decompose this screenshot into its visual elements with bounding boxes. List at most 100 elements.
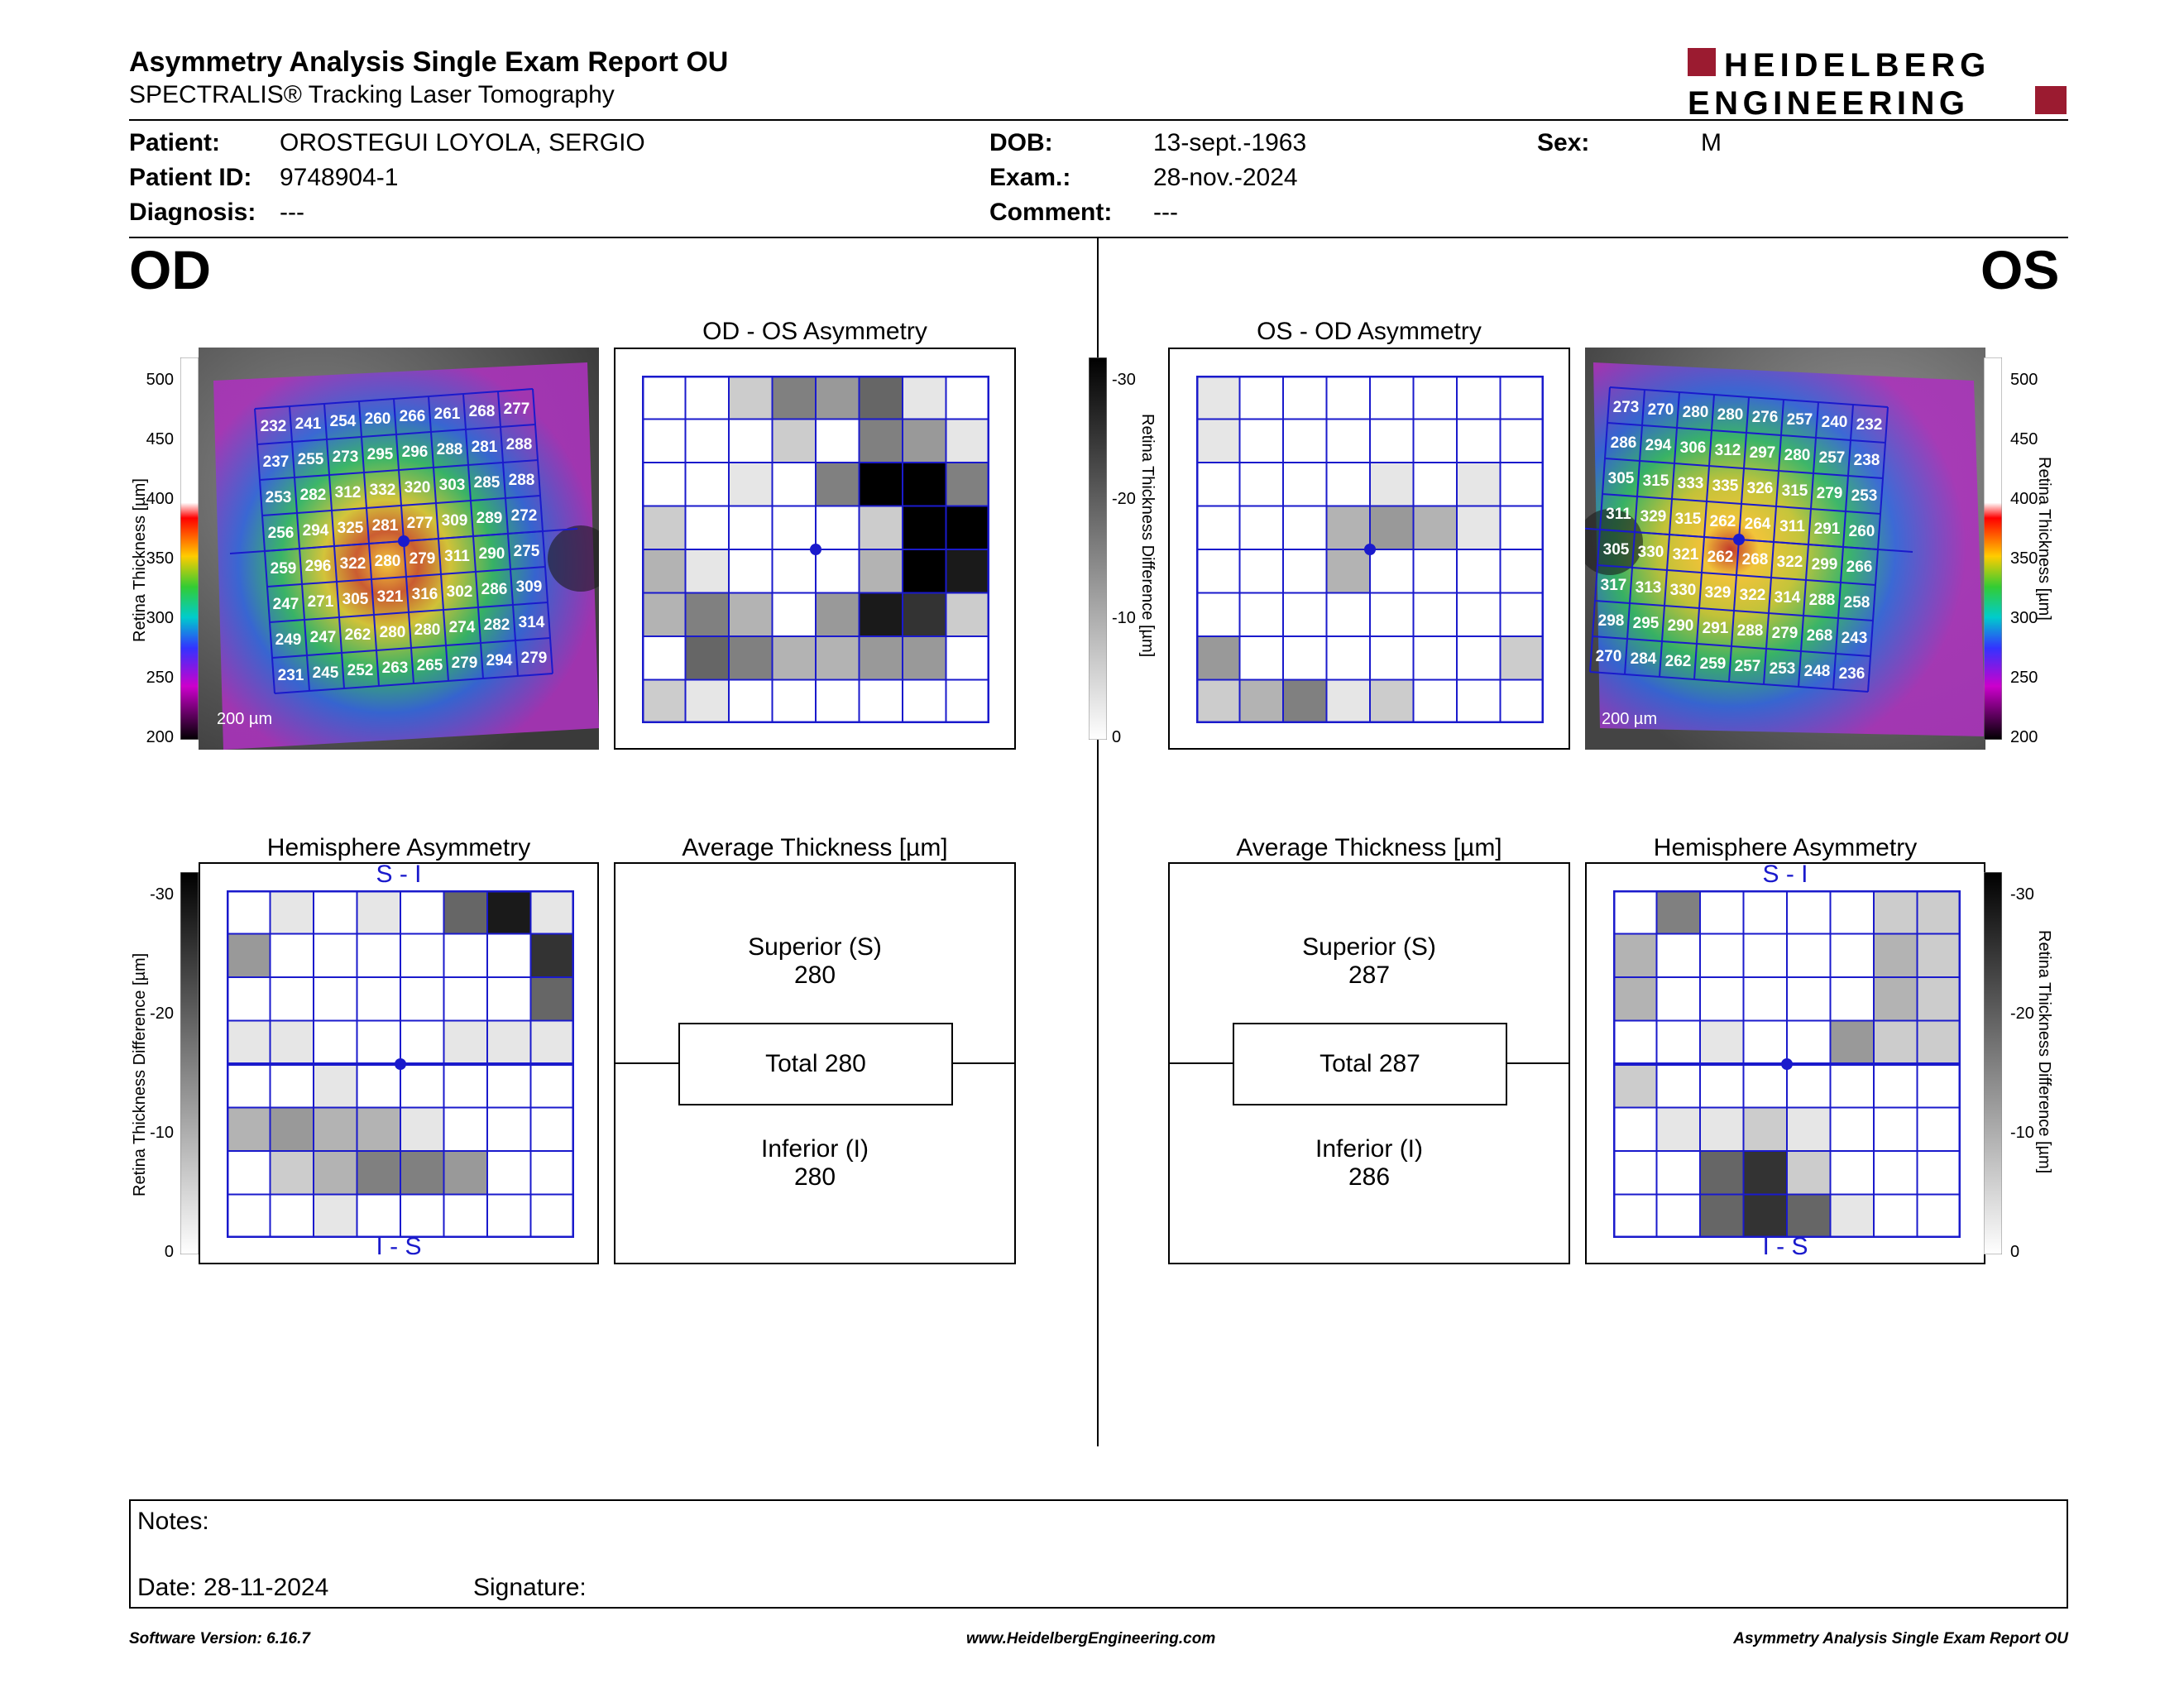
os-hemi-cell: [1873, 1106, 1918, 1152]
os-thickness-value: 279: [1772, 625, 1798, 642]
os-hemi-grid: [1613, 890, 1961, 1238]
center-divider: [1097, 238, 1099, 1446]
logo-line1: HEIDELBERG: [1724, 47, 1990, 84]
od-asymmetry-cell: [945, 549, 989, 594]
od-asymmetry-cell: [945, 418, 989, 463]
od-thickness-value: 288: [506, 436, 533, 453]
os-thickness-value: 298: [1598, 612, 1625, 630]
os-hemi-cell: [1613, 933, 1658, 978]
os-thickness-value: 253: [1851, 487, 1878, 505]
od-hemi-cell: [313, 1193, 358, 1238]
os-thickness-value: 262: [1665, 653, 1692, 670]
od-hemi-cell: [313, 890, 358, 935]
od-thickness-value: 274: [449, 619, 476, 636]
os-hemi-cell: [1786, 1106, 1832, 1152]
od-hemi-cell: [356, 1063, 401, 1109]
od-hemi-top-label: S - I: [376, 861, 422, 888]
os-hemi-title: Hemisphere Asymmetry: [1653, 834, 1918, 861]
os-hemi-cell: [1742, 1019, 1788, 1065]
os-hemi-cell: [1786, 1150, 1832, 1196]
od-thickness-fovea-dot: [398, 535, 410, 547]
os-hemi-cell: [1699, 1193, 1745, 1238]
od-asymmetry-cell: [728, 592, 774, 637]
os-thickness-value: 333: [1678, 475, 1704, 492]
os-hemi-cell: [1742, 933, 1788, 978]
os-asymmetry-cell: [1456, 592, 1502, 637]
os-asymmetry-cell: [1369, 505, 1415, 550]
os-hemi-cell: [1829, 1193, 1875, 1238]
od-asymmetry-cell: [728, 679, 774, 723]
os-asymmetry-cell: [1282, 635, 1328, 681]
scale-tick-label: -30: [150, 885, 174, 904]
os-asymmetry-fovea-dot: [1364, 544, 1376, 555]
scale-tick-label: 450: [2010, 430, 2038, 448]
os-asymmetry-cell: [1325, 592, 1371, 637]
os-thickness-value: 257: [1819, 449, 1846, 467]
notes-box[interactable]: Notes: Date: 28-11-2024 Signature:: [129, 1499, 2068, 1609]
od-hemi-cell: [227, 933, 271, 978]
os-thickness-value: 280: [1683, 404, 1709, 421]
os-thickness-value: 270: [1648, 401, 1674, 419]
od-hemi-cell: [313, 933, 358, 978]
od-asymmetry-cell: [684, 635, 730, 681]
os-hemi-cell: [1742, 1193, 1788, 1238]
od-hemi-cell: [313, 976, 358, 1022]
od-hemi-cell: [529, 1106, 574, 1152]
od-hemi-cell: [269, 1150, 314, 1196]
os-thickness-value: 248: [1804, 663, 1831, 680]
os-asymmetry-cell: [1369, 592, 1415, 637]
os-asymmetry-cell: [1196, 592, 1241, 637]
os-thickness-value: 259: [1700, 655, 1727, 673]
os-asymmetry-title: OS - OD Asymmetry: [1257, 318, 1482, 345]
od-asymmetry-cell: [902, 505, 947, 550]
heidelberg-logo: HEIDELBERG ENGINEERING: [1688, 47, 2067, 119]
od-thickness-value: 272: [511, 507, 538, 525]
os-thickness-value: 317: [1601, 577, 1627, 594]
os-thickness-fovea-dot: [1733, 534, 1745, 545]
os-hemi-cell: [1699, 1106, 1745, 1152]
os-hemi-cell: [1699, 890, 1745, 935]
os-thickness-value: 306: [1680, 439, 1707, 457]
os-thickness-value: 290: [1668, 617, 1694, 635]
os-thickness-value: 315: [1782, 482, 1808, 500]
od-asymmetry-cell: [815, 635, 860, 681]
os-thickness-value: 315: [1643, 472, 1669, 490]
footer-website[interactable]: www.HeidelbergEngineering.com: [966, 1630, 1216, 1647]
os-asymmetry-cell: [1238, 549, 1284, 594]
os-hemi-cell: [1699, 1063, 1745, 1109]
od-thickness-value: 309: [442, 512, 468, 530]
od-thickness-value: 314: [519, 614, 545, 631]
od-thickness-value: 260: [365, 410, 391, 428]
od-hemi-cell: [529, 1150, 574, 1196]
od-hemi-cell: [529, 933, 574, 978]
os-thickness-value: 264: [1745, 516, 1771, 533]
os-thickness-value: 262: [1707, 549, 1734, 566]
os-asymmetry-cell: [1412, 418, 1458, 463]
od-thickness-value: 280: [414, 621, 441, 639]
diagnosis-label: Diagnosis:: [129, 199, 256, 226]
os-asymmetry-cell: [1412, 635, 1458, 681]
od-hemi-cell: [400, 976, 445, 1022]
od-thickness-value: 325: [338, 520, 364, 537]
os-thickness-value: 276: [1752, 409, 1779, 426]
os-thickness-value: 284: [1631, 650, 1657, 668]
od-thickness-value: 279: [410, 550, 436, 568]
od-hemi-cell: [400, 1063, 445, 1109]
od-asymmetry-border: [642, 376, 989, 723]
od-thickness-value: 322: [340, 555, 366, 573]
od-asymmetry-cell: [858, 418, 903, 463]
os-asymmetry-cell: [1238, 418, 1284, 463]
od-thickness-value: 281: [472, 439, 498, 456]
date-label: Date: 28-11-2024: [137, 1574, 329, 1601]
os-thickness-value: 288: [1809, 592, 1836, 609]
od-label: OD: [129, 239, 211, 300]
scale-tick-label: 400: [146, 490, 174, 508]
od-hemi-cell: [400, 1019, 445, 1065]
od-thickness-value: 249: [275, 631, 302, 649]
os-hemi-cell: [1655, 1193, 1701, 1238]
os-asymmetry-cell: [1282, 679, 1328, 723]
os-asymmetry-cell: [1456, 376, 1502, 420]
od-hemi-cell: [356, 976, 401, 1022]
od-hemi-cell: [443, 1150, 488, 1196]
od-hemi-cell: [356, 1193, 401, 1238]
